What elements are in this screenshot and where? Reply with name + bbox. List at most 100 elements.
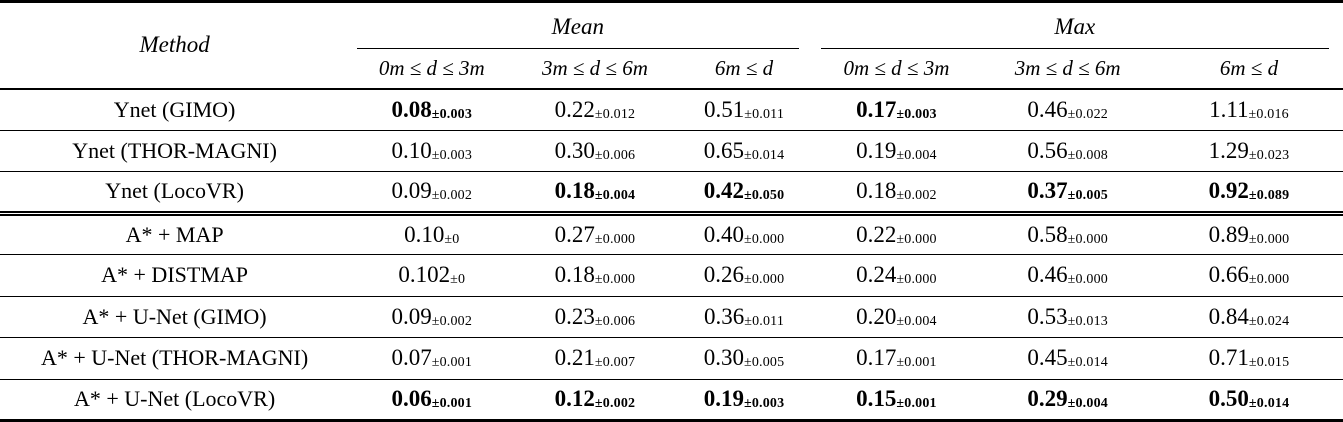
std-dev: ±0.000 xyxy=(1067,231,1108,247)
std-dev: ±0.004 xyxy=(1067,396,1108,412)
metric-value: 0.09 xyxy=(391,178,432,204)
value-cell: 0.29±0.004 xyxy=(980,379,1155,421)
value-cell: 0.50±0.014 xyxy=(1155,379,1343,421)
value-cell: 0.12±0.002 xyxy=(514,379,675,421)
metric-value: 0.19 xyxy=(856,137,897,163)
value-cell: 0.37±0.005 xyxy=(980,171,1155,216)
subheader-mean-2: 6m ≤ d xyxy=(675,48,813,90)
method-name: Ynet (GIMO) xyxy=(0,88,350,131)
metric-value: 0.12 xyxy=(554,386,595,412)
subheader-mean-0: 0m ≤ d ≤ 3m xyxy=(349,48,515,90)
std-dev: ±0.013 xyxy=(1067,313,1108,329)
std-dev: ±0.003 xyxy=(896,106,937,122)
std-dev: ±0.089 xyxy=(1248,188,1290,204)
std-dev: ±0.001 xyxy=(896,355,937,371)
value-cell: 0.09±0.002 xyxy=(349,171,515,216)
metric-value: 0.18 xyxy=(856,178,897,204)
metric-value: 0.65 xyxy=(703,137,744,163)
value-cell: 0.22±0.012 xyxy=(514,88,676,131)
metric-value: 0.17 xyxy=(856,96,897,122)
table-row: Ynet (GIMO) 0.08±0.003 0.22±0.012 0.51±0.01… xyxy=(0,88,1343,131)
value-cell: 0.71±0.015 xyxy=(1154,337,1343,380)
std-dev: ±0.012 xyxy=(594,106,636,122)
value-cell: 0.58±0.000 xyxy=(980,213,1155,255)
value-cell: 0.24±0.000 xyxy=(812,254,981,297)
metric-value: 0.15 xyxy=(856,386,897,412)
std-dev: ±0 xyxy=(444,231,460,247)
metric-value: 0.36 xyxy=(703,303,745,329)
std-dev: ±0.000 xyxy=(1248,231,1290,247)
std-dev: ±0.050 xyxy=(743,188,785,204)
value-cell: 0.84±0.024 xyxy=(1154,296,1343,338)
value-cell: 0.19±0.004 xyxy=(812,130,981,172)
std-dev: ±0.008 xyxy=(1067,147,1108,163)
table-row: A* + U-Net (LocoVR) 0.06±0.001 0.12±0.002 0… xyxy=(0,379,1343,421)
metric-value: 0.56 xyxy=(1027,137,1068,163)
metric-value: 1.11 xyxy=(1209,96,1249,122)
value-cell: 0.09±0.002 xyxy=(349,296,515,338)
table-row: A* + MAP 0.10±0 0.27±0.000 0.40±0.000 0.22±0… xyxy=(0,213,1343,255)
value-cell: 0.23±0.006 xyxy=(514,296,676,338)
method-name: A* + MAP xyxy=(0,213,350,255)
metric-value: 0.23 xyxy=(554,303,595,329)
std-dev: ±0.011 xyxy=(744,313,785,329)
std-dev: ±0.016 xyxy=(1248,106,1289,122)
metric-value: 0.06 xyxy=(391,386,432,412)
std-dev: ±0.002 xyxy=(431,313,473,329)
method-name: Ynet (LocoVR) xyxy=(0,171,350,216)
value-cell: 0.17±0.003 xyxy=(812,88,981,131)
metric-value: 0.53 xyxy=(1027,303,1068,329)
value-cell: 0.30±0.005 xyxy=(675,337,813,380)
metric-value: 0.102 xyxy=(398,262,451,288)
subheader-row: 0m ≤ d ≤ 3m 3m ≤ d ≤ 6m 6m ≤ d 0m ≤ d ≤ 3m 3… xyxy=(0,48,1343,90)
value-cell: 0.30±0.006 xyxy=(514,130,676,172)
std-dev: ±0.023 xyxy=(1248,147,1290,163)
std-dev: ±0.003 xyxy=(743,396,785,412)
method-name: A* + DISTMAP xyxy=(0,254,350,297)
metric-value: 0.40 xyxy=(703,221,744,247)
value-cell: 0.20±0.004 xyxy=(812,296,981,338)
std-dev: ±0.014 xyxy=(743,147,785,163)
std-dev: ±0.000 xyxy=(896,272,937,288)
value-cell: 0.102±0 xyxy=(349,254,515,297)
metric-value: 0.58 xyxy=(1027,221,1068,247)
subheader-max-1: 3m ≤ d ≤ 6m xyxy=(980,48,1155,90)
std-dev: ±0.001 xyxy=(431,355,473,371)
metric-value: 0.84 xyxy=(1208,303,1249,329)
metric-value: 0.30 xyxy=(703,345,744,371)
value-cell: 0.19±0.003 xyxy=(676,379,813,421)
metric-value: 0.29 xyxy=(1027,386,1068,412)
value-cell: 0.10±0.003 xyxy=(349,130,515,172)
std-dev: ±0.000 xyxy=(594,231,636,247)
std-dev: ±0.002 xyxy=(896,188,937,204)
std-dev: ±0.007 xyxy=(594,355,636,371)
value-cell: 0.45±0.014 xyxy=(980,337,1155,380)
metric-value: 0.45 xyxy=(1027,345,1068,371)
value-cell: 0.92±0.089 xyxy=(1154,171,1343,216)
metric-value: 0.89 xyxy=(1208,221,1249,247)
value-cell: 0.89±0.000 xyxy=(1154,213,1343,255)
value-cell: 0.46±0.000 xyxy=(980,254,1155,297)
metric-value: 0.92 xyxy=(1208,178,1249,204)
value-cell: 0.27±0.000 xyxy=(514,213,676,255)
metric-value: 0.50 xyxy=(1208,386,1249,412)
std-dev: ±0.011 xyxy=(744,106,785,122)
subheader-mean-1: 3m ≤ d ≤ 6m xyxy=(514,48,676,90)
subheader-max-0: 0m ≤ d ≤ 3m xyxy=(812,48,981,90)
metric-value: 0.20 xyxy=(856,303,897,329)
metric-value: 0.42 xyxy=(703,178,744,204)
std-dev: ±0.002 xyxy=(594,396,636,412)
method-name: A* + U-Net (GIMO) xyxy=(0,296,350,338)
value-cell: 0.65±0.014 xyxy=(675,130,813,172)
value-cell: 0.53±0.013 xyxy=(980,296,1155,338)
metric-value: 0.46 xyxy=(1027,96,1068,122)
metric-value: 0.19 xyxy=(703,386,744,412)
value-cell: 0.56±0.008 xyxy=(980,130,1155,172)
metric-value: 0.22 xyxy=(554,96,595,122)
table-row: A* + U-Net (THOR-MAGNI) 0.07±0.001 0.21±0.… xyxy=(0,337,1343,380)
std-dev: ±0 xyxy=(450,272,466,288)
std-dev: ±0.004 xyxy=(594,188,636,204)
value-cell: 1.29±0.023 xyxy=(1154,130,1343,172)
std-dev: ±0.004 xyxy=(896,313,937,329)
